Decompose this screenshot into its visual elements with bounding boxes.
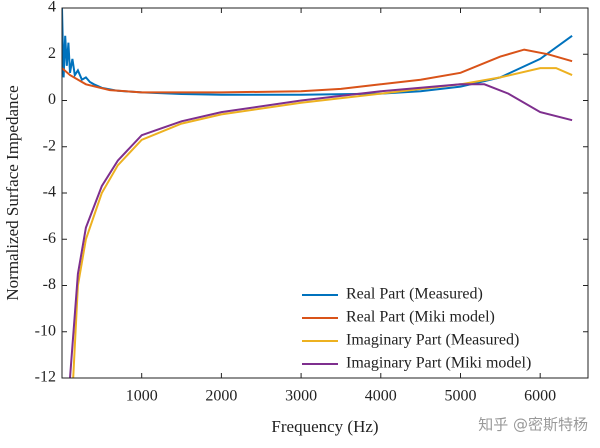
y-axis-label: Normalized Surface Impedance [3, 85, 22, 300]
x-tick-label: 1000 [126, 388, 158, 405]
series-line [62, 8, 573, 96]
y-tick-label: -10 [35, 322, 56, 339]
x-tick-label: 3000 [285, 388, 317, 405]
x-tick-label: 6000 [524, 388, 556, 405]
legend-label: Real Part (Miki model) [346, 309, 495, 326]
x-axis-label: Frequency (Hz) [271, 417, 378, 436]
x-tick-label: 4000 [365, 388, 397, 405]
y-tick-label: -6 [43, 230, 56, 247]
plot-frame [61, 7, 589, 379]
series-line [62, 48, 573, 94]
y-tick-label: 4 [48, 0, 56, 16]
x-tick-label: 2000 [205, 388, 237, 405]
watermark: 知乎 @密斯特杨 [478, 416, 588, 434]
legend-label: Real Part (Measured) [346, 286, 483, 303]
y-tick-label: -12 [35, 369, 56, 386]
x-tick-label: 5000 [444, 388, 476, 405]
y-tick-label: -2 [43, 137, 56, 154]
y-tick-label: -8 [43, 276, 56, 293]
y-tick-label: -4 [43, 184, 56, 201]
legend-label: Imaginary Part (Measured) [346, 332, 519, 349]
y-tick-label: 2 [48, 45, 56, 62]
series-line [69, 83, 573, 378]
series-line [72, 67, 573, 378]
legend-label: Imaginary Part (Miki model) [346, 355, 531, 372]
y-tick-label: 0 [48, 91, 56, 108]
